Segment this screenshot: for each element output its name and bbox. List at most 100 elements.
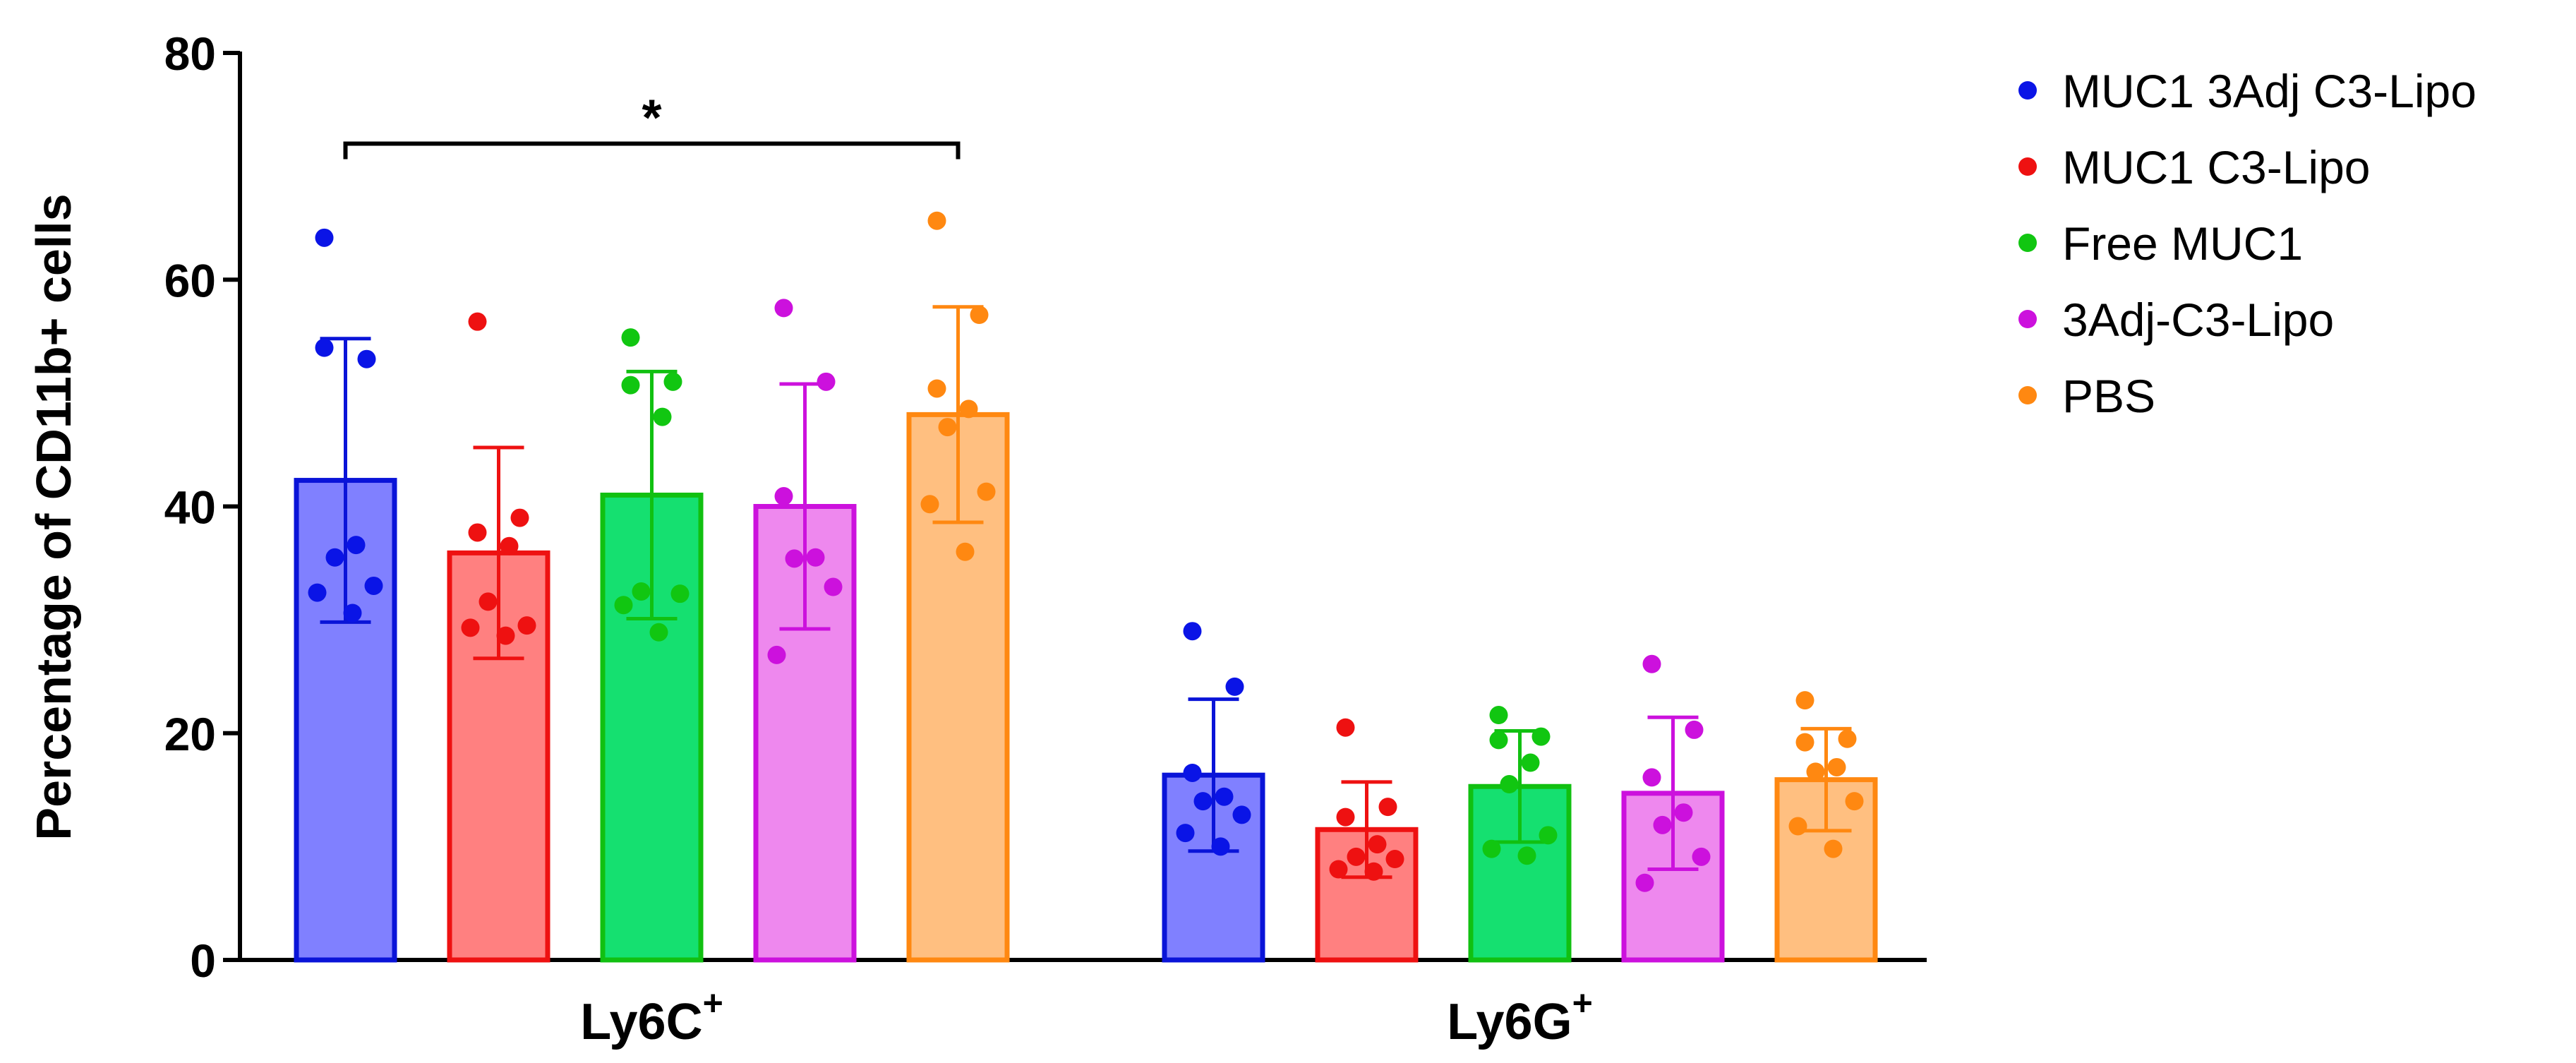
y-tick-label: 80 [164, 28, 216, 80]
data-point [357, 349, 376, 368]
data-point [824, 577, 843, 596]
data-point [1215, 787, 1234, 806]
data-point [1824, 839, 1843, 858]
data-point [315, 338, 334, 357]
x-category-superscript: + [703, 983, 723, 1023]
significance-bracket [343, 141, 961, 160]
data-point [1385, 850, 1404, 869]
data-point [1674, 803, 1693, 822]
legend-marker [2018, 386, 2037, 404]
data-point [977, 482, 996, 501]
data-point [1225, 677, 1244, 696]
data-point [621, 328, 640, 347]
data-point [1635, 873, 1654, 892]
data-point [785, 549, 804, 568]
data-point [343, 603, 362, 623]
legend-marker [2018, 310, 2037, 328]
data-point [1845, 792, 1864, 811]
y-tick-label: 20 [164, 708, 216, 760]
data-point [956, 542, 975, 561]
data-point [649, 623, 668, 642]
data-point [1329, 860, 1348, 879]
data-points [308, 211, 1864, 892]
data-point [1685, 720, 1704, 739]
data-point [315, 228, 334, 247]
data-point [938, 418, 957, 437]
data-point [1368, 835, 1387, 854]
data-point [1521, 753, 1540, 772]
data-point [325, 548, 344, 567]
data-point [1795, 691, 1814, 710]
data-point [670, 584, 690, 603]
significance-annotations: * [343, 90, 961, 160]
legend-label: Free MUC1 [2062, 217, 2303, 270]
data-point [496, 626, 515, 645]
data-point [767, 645, 786, 664]
data-point [1176, 824, 1195, 843]
data-point [927, 211, 946, 230]
data-point [920, 495, 939, 514]
data-point [1193, 792, 1212, 811]
legend-marker [2018, 157, 2037, 176]
axes: 0 20 40 60 80 Percentage of CD11b+ cells Ly6C+… [26, 28, 1927, 1050]
data-point [1788, 817, 1807, 836]
data-point [1500, 775, 1519, 794]
data-point [479, 592, 498, 611]
legend-label: PBS [2062, 370, 2155, 422]
data-point [1489, 706, 1508, 725]
error-bars [320, 305, 1852, 879]
x-category-label: Ly6C+ [580, 983, 723, 1050]
data-point [1806, 762, 1825, 781]
data-point [1364, 862, 1383, 881]
data-point [1517, 846, 1536, 865]
data-point [1211, 837, 1230, 856]
data-point [621, 376, 640, 395]
data-point [1232, 805, 1251, 824]
data-point [468, 312, 487, 331]
data-point [614, 596, 633, 615]
data-point [653, 407, 672, 426]
data-point [632, 582, 651, 601]
legend-marker [2018, 81, 2037, 100]
data-point [970, 306, 989, 325]
data-point [308, 583, 327, 602]
data-point [500, 536, 519, 555]
data-point [364, 576, 383, 595]
data-point [774, 487, 793, 506]
x-category-label: Ly6G+ [1447, 983, 1593, 1050]
y-tick-label: 60 [164, 254, 216, 306]
data-point [1482, 839, 1501, 858]
data-point [806, 548, 825, 567]
data-point [1183, 622, 1202, 641]
data-point [1539, 826, 1558, 845]
data-point [663, 372, 682, 391]
data-point [510, 508, 529, 527]
legend: MUC1 3Adj C3-Lipo MUC1 C3-Lipo Free MUC1 3A… [2018, 65, 2476, 422]
data-point [1642, 768, 1661, 787]
data-point [1336, 718, 1355, 737]
x-category-superscript: + [1572, 983, 1593, 1023]
significance-star: * [642, 90, 661, 147]
data-point [1183, 763, 1202, 782]
data-point [927, 379, 946, 398]
data-point [1795, 733, 1814, 752]
data-point [959, 400, 978, 419]
data-point [517, 616, 536, 635]
data-point [1838, 729, 1857, 748]
data-point [1531, 727, 1551, 746]
data-point [461, 618, 480, 637]
y-axis-title: Percentage of CD11b+ cells [26, 193, 81, 840]
legend-label: MUC1 C3-Lipo [2062, 141, 2370, 193]
data-point [468, 523, 487, 542]
data-point [1347, 847, 1366, 866]
data-point [1336, 807, 1355, 827]
data-point [774, 299, 793, 318]
data-point [817, 372, 836, 391]
data-point [1827, 757, 1846, 776]
data-point [1378, 798, 1397, 817]
legend-label: MUC1 3Adj C3-Lipo [2062, 65, 2476, 117]
data-point [1653, 815, 1672, 834]
data-point [1642, 654, 1661, 673]
data-point [347, 536, 366, 555]
